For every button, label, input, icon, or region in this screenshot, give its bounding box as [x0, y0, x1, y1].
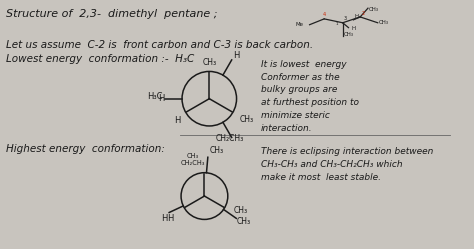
Text: H: H [233, 51, 239, 60]
Text: CH₃: CH₃ [210, 146, 224, 155]
Text: Highest energy  conformation:: Highest energy conformation: [6, 144, 165, 154]
Text: Let us assume  C-2 is  front carbon and C-3 is back carbon.: Let us assume C-2 is front carbon and C-… [6, 40, 313, 50]
Text: 2: 2 [361, 10, 365, 15]
Text: CH₂CH₃: CH₂CH₃ [216, 134, 244, 143]
Text: CH₃
CH₂CH₃: CH₃ CH₂CH₃ [181, 153, 205, 166]
Text: CH₃: CH₃ [379, 20, 389, 25]
Text: CH₃: CH₃ [369, 7, 379, 12]
Text: It is lowest  energy
Conformer as the
bulky groups are
at furthest position to
m: It is lowest energy Conformer as the bul… [261, 60, 359, 133]
Text: CH₃: CH₃ [237, 217, 251, 226]
Text: CH₃: CH₃ [233, 206, 247, 215]
Text: H: H [355, 14, 358, 19]
Text: 4: 4 [323, 12, 326, 17]
Text: Me: Me [296, 22, 304, 27]
Text: 1: 1 [336, 22, 338, 26]
Text: Lowest energy  conformation :-  H₃C: Lowest energy conformation :- H₃C [6, 54, 194, 64]
Text: H: H [167, 214, 174, 223]
Text: H: H [161, 214, 167, 223]
Text: H₃C: H₃C [147, 92, 163, 101]
Text: CH₃: CH₃ [240, 115, 254, 124]
Text: 3: 3 [344, 16, 347, 21]
Text: Structure of  2,3-  dimethyl  pentane ;: Structure of 2,3- dimethyl pentane ; [6, 9, 218, 19]
Text: H: H [351, 26, 356, 31]
Text: H: H [174, 116, 181, 125]
Text: There is eclipsing interaction between
CH₃-CH₃ and CH₃-CH₂CH₃ which
make it most: There is eclipsing interaction between C… [261, 147, 433, 182]
Text: CH₃: CH₃ [202, 58, 216, 66]
Text: H: H [158, 94, 164, 103]
Text: CH₃: CH₃ [344, 32, 354, 37]
